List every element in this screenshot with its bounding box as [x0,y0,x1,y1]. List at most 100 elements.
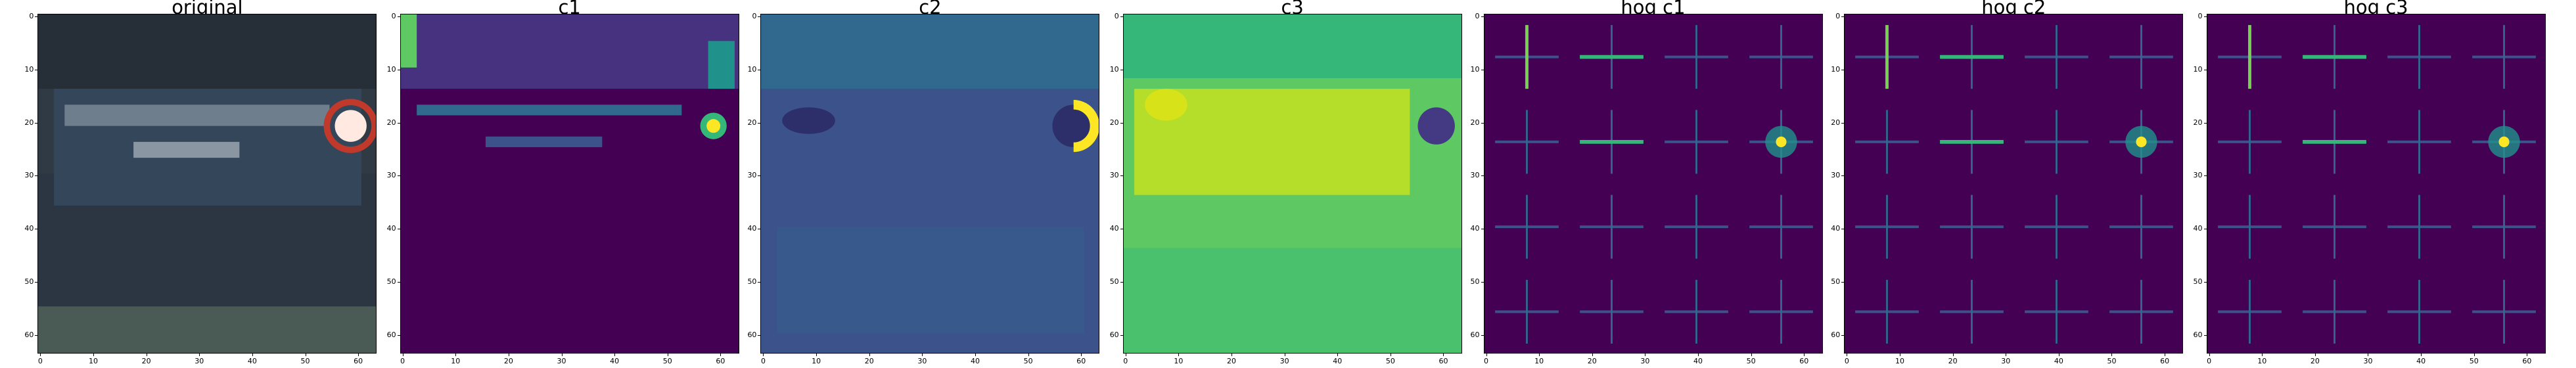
x-tick-mark [816,354,817,356]
x-tick-label: 10 [89,357,99,365]
x-tick-label: 50 [2107,357,2117,365]
panel-hog-c1: hog c1 0 10 20 30 40 50 60 0 10 20 30 40 50 60 [1471,0,1823,368]
x-tick-label: 50 [662,357,672,365]
x-tick-label: 30 [195,357,204,365]
y-tick-label: 10 [1109,64,1119,74]
y-tick-mark [758,122,761,124]
x-tick-mark [40,354,41,356]
image-viridis-c3 [1123,14,1461,353]
y-tick-label: 20 [1109,118,1119,127]
x-tick-mark [1337,354,1339,356]
image-viridis-c2 [761,14,1099,353]
x-tick-label: 20 [1948,357,1958,365]
y-tick-label: 50 [1470,277,1480,286]
y-tick-mark [1120,16,1123,18]
x-tick-label: 0 [1844,357,1849,365]
image-axes [760,14,1100,354]
image-axes [1122,14,1462,354]
y-tick-label: 30 [1109,171,1119,180]
y-tick-mark [1120,281,1123,283]
image-axes [400,14,739,354]
y-tick-label: 60 [1470,330,1480,339]
image-axes [2206,14,2546,354]
y-tick-label: 60 [747,330,757,339]
image-viridis-c1 [400,14,739,353]
x-tick-mark [1081,354,1082,356]
x-tick-mark [1443,354,1444,356]
x-tick-label: 10 [812,357,821,365]
x-tick-label: 60 [716,357,725,365]
x-tick-label: 0 [400,357,405,365]
panel-hog-c2: hog c2 0 10 20 30 40 50 60 0 10 20 30 40 50 60 [1831,0,2184,368]
x-tick-label: 20 [2310,357,2320,365]
y-tick-label: 60 [2193,330,2203,339]
y-tick-label: 40 [24,224,34,233]
x-tick-label: 60 [1076,357,1086,365]
y-tick-label: 30 [1831,171,1841,180]
x-tick-label: 60 [2160,357,2170,365]
y-tick-mark [35,122,38,124]
panel-original: original 0 10 20 30 40 50 60 0 10 20 30 40 50 60 [24,0,377,368]
x-tick-label: 10 [2257,357,2267,365]
y-tick-label: 50 [1831,277,1841,286]
x-tick-label: 10 [451,357,461,365]
x-tick-label: 50 [1385,357,1395,365]
x-tick-label: 20 [503,357,513,365]
image-axes [1483,14,1823,354]
y-tick-mark [397,122,400,124]
y-tick-label: 20 [386,118,396,127]
x-tick-label: 50 [1023,357,1033,365]
y-tick-mark [1481,122,1484,124]
image-hog [1484,14,1822,353]
x-tick-mark [869,354,870,356]
x-tick-label: 0 [760,357,766,365]
y-tick-mark [1481,334,1484,336]
y-tick-label: 10 [386,64,396,74]
x-tick-mark [1178,354,1180,356]
y-tick-mark [758,281,761,283]
panel-c1: c1 0 10 20 30 40 50 60 0 10 20 30 40 50 60 [387,0,739,368]
y-tick-label: 0 [752,12,757,21]
panel-c2: c2 0 10 20 30 40 50 60 0 10 20 30 40 50 60 [747,0,1100,368]
y-tick-mark [397,175,400,177]
y-tick-mark [2203,122,2207,124]
y-tick-mark [35,16,38,18]
x-tick-label: 40 [2416,357,2426,365]
x-tick-mark [199,354,200,356]
y-tick-mark [1120,122,1123,124]
y-tick-mark [1481,281,1484,283]
y-tick-label: 20 [747,118,757,127]
y-tick-label: 40 [1831,224,1841,233]
x-tick-mark [2473,354,2475,356]
x-tick-label: 60 [1438,357,1448,365]
y-tick-label: 50 [1109,277,1119,286]
y-tick-label: 0 [391,12,396,21]
x-tick-mark [720,354,722,356]
x-tick-mark [1231,354,1232,356]
y-tick-mark [35,175,38,177]
x-tick-mark [252,354,253,356]
y-tick-label: 30 [24,171,34,180]
x-tick-mark [1804,354,1805,356]
x-tick-label: 40 [1693,357,1703,365]
x-tick-label: 10 [1174,357,1184,365]
y-tick-label: 40 [2193,224,2203,233]
y-tick-label: 30 [747,171,757,180]
y-tick-mark [1481,16,1484,18]
y-tick-label: 0 [1475,12,1480,21]
x-tick-mark [975,354,976,356]
y-tick-mark [1841,175,1845,177]
x-tick-label: 40 [610,357,620,365]
x-tick-label: 10 [1534,357,1544,365]
x-tick-label: 40 [970,357,980,365]
y-tick-mark [758,175,761,177]
y-tick-mark [2203,175,2207,177]
y-tick-label: 50 [24,277,34,286]
x-tick-mark [2314,354,2316,356]
y-tick-label: 40 [386,224,396,233]
x-tick-mark [1952,354,1954,356]
y-tick-label: 20 [1831,118,1841,127]
y-tick-mark [1841,122,1845,124]
y-tick-mark [1841,281,1845,283]
y-tick-mark [1841,16,1845,18]
